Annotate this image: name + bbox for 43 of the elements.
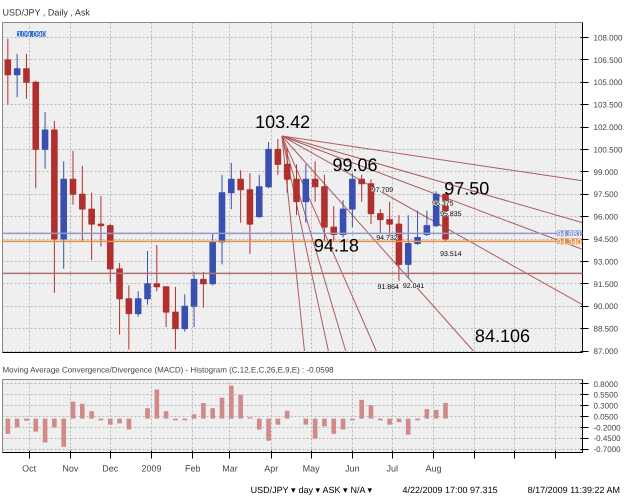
text: Moving Average Convergence/Divergence (MACD) - Histogram (C,12,E,C,26,E,9,E) : -0.0598 [2, 366, 334, 374]
y-tick-label: 90.000 [594, 302, 619, 312]
x-tick-label: May [302, 464, 320, 474]
y-tick-label: 88.500 [594, 324, 619, 334]
y-tick-label: 91.500 [594, 280, 619, 289]
text: USD/JPY ▾ day ▾ ASK ▾ N/A ▾ [250, 484, 372, 497]
ref-line-label: 94.881 [557, 229, 582, 238]
annotation: 84.106 [474, 326, 530, 346]
text: 8/17/2009 11:39:22 AM [528, 484, 620, 497]
x-tick-label: Dec [102, 464, 119, 474]
y-tick-label: 100.500 [594, 145, 623, 154]
y-tick-label: 87.000 [594, 347, 619, 356]
y-tick-label: 108.000 [594, 33, 623, 42]
y-tick-label: 93.000 [594, 257, 619, 266]
y-tick-label: -0.2000 [594, 423, 622, 432]
text: 4/22/2009 17:00 97.315 [402, 484, 498, 497]
y-tick-label: 102.000 [594, 123, 623, 132]
ref-line-label: 94.340 [557, 237, 582, 246]
x-tick-label: Jul [386, 464, 398, 474]
x-tick-label: 2009 [141, 464, 162, 474]
x-tick-label: Apr [264, 464, 278, 474]
y-tick-label: 106.500 [594, 56, 623, 65]
y-tick-label: 0.0500 [594, 412, 619, 422]
y-tick-label: 0.5500 [594, 390, 619, 400]
y-tick-label: 97.500 [594, 190, 619, 200]
y-tick-label: -0.4500 [594, 434, 622, 444]
y-tick-label: 103.500 [594, 100, 623, 110]
annotation: 103.42 [255, 112, 310, 132]
y-tick-label: 99.000 [594, 168, 619, 177]
x-tick-label: Mar [222, 464, 238, 474]
annotation: 109.090 [17, 30, 47, 40]
y-tick-label: 94.500 [594, 235, 619, 244]
y-tick-label: -0.7000 [594, 445, 622, 454]
y-tick-label: 105.000 [594, 78, 623, 88]
x-tick-label: Jun [345, 464, 360, 474]
x-tick-label: Aug [426, 464, 442, 474]
x-tick-label: Oct [22, 464, 37, 474]
y-tick-label: 0.8000 [594, 380, 619, 389]
y-tick-label: 96.000 [594, 212, 619, 222]
chart-title: USD/JPY , Daily , Ask [2, 8, 90, 18]
y-tick-label: 0.3000 [594, 402, 619, 411]
x-tick-label: Feb [184, 464, 200, 474]
x-tick-label: Nov [62, 464, 79, 474]
